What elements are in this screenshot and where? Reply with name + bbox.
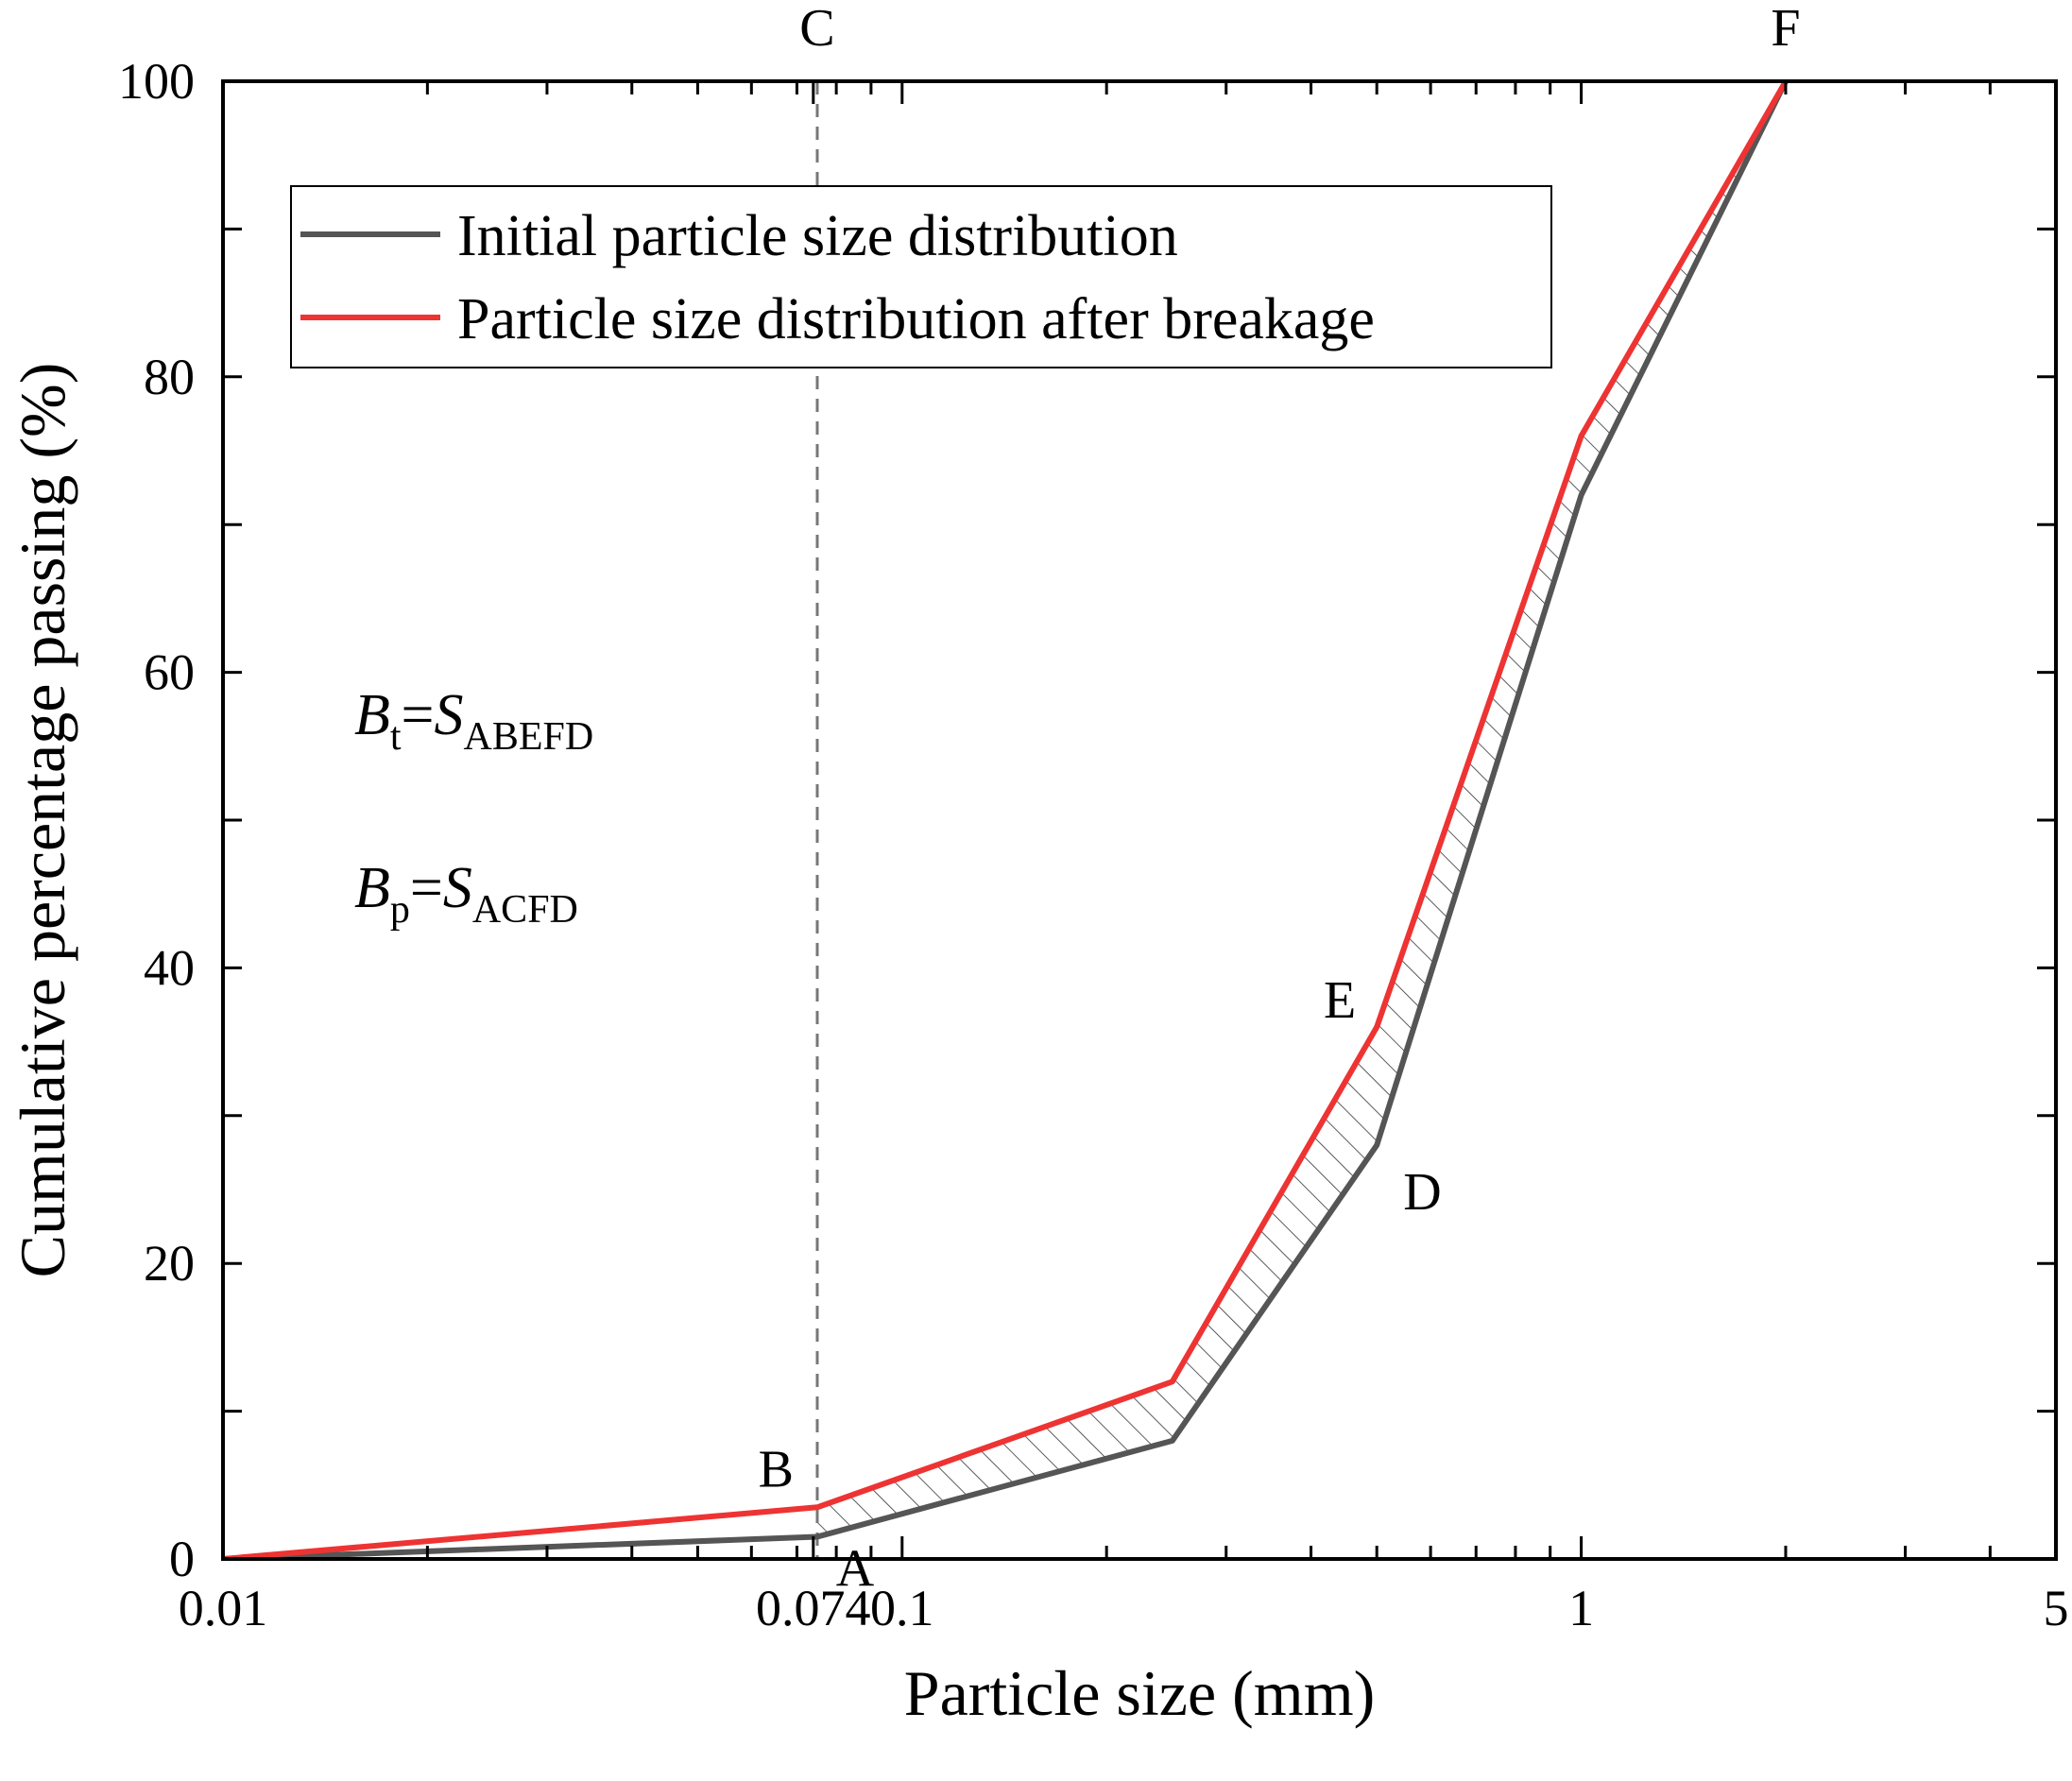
legend-box (290, 185, 1552, 368)
x-tick-label-0-01: 0.01 (179, 1580, 268, 1636)
y-tick-label-100: 100 (118, 53, 195, 110)
hatched-region-layer (817, 81, 1786, 1537)
point-label-f: F (1771, 0, 1800, 58)
y-tick-label-80: 80 (144, 349, 195, 405)
series-layer (223, 81, 1789, 1559)
y-tick-label-20: 20 (144, 1235, 195, 1292)
formula-breakage-potential: Bp=SACFD (354, 856, 578, 932)
formula-breakage-total: Bt=SABEFD (354, 683, 593, 759)
y-axis-title: Cumulative percentage passing (%) (7, 363, 78, 1278)
tick-label-layer: 0.01 0.074 0.1 1 5 0 20 40 60 80 100 (118, 53, 2069, 1636)
point-label-a: A (836, 1540, 875, 1599)
y-tick-label-40: 40 (144, 939, 195, 996)
x-tick-label-0-1: 0.1 (870, 1580, 934, 1636)
point-label-e: E (1324, 971, 1356, 1030)
tick-layer (221, 79, 2058, 1561)
point-label-d: D (1403, 1163, 1441, 1222)
x-tick-label-0-074: 0.074 (756, 1580, 871, 1636)
point-label-c: C (799, 0, 834, 58)
legend: Initial particle size distribution Parti… (290, 185, 1552, 368)
series-line-initial (223, 81, 1789, 1559)
y-tick-label-60: 60 (144, 644, 195, 701)
point-label-layer: AB C D E F (759, 0, 1801, 1599)
x-tick-label-5: 5 (2044, 1580, 2069, 1636)
breakage-area (817, 81, 1786, 1537)
legend-label-after-breakage: Particle size distribution after breakag… (457, 287, 1375, 351)
x-tick-label-1: 1 (1568, 1580, 1594, 1636)
series-line-after-breakage (223, 81, 1789, 1559)
x-axis-title: Particle size (mm) (904, 1657, 1375, 1729)
point-label-b: B (759, 1440, 794, 1498)
legend-label-initial: Initial particle size distribution (457, 204, 1178, 268)
y-tick-label-0: 0 (169, 1531, 195, 1587)
